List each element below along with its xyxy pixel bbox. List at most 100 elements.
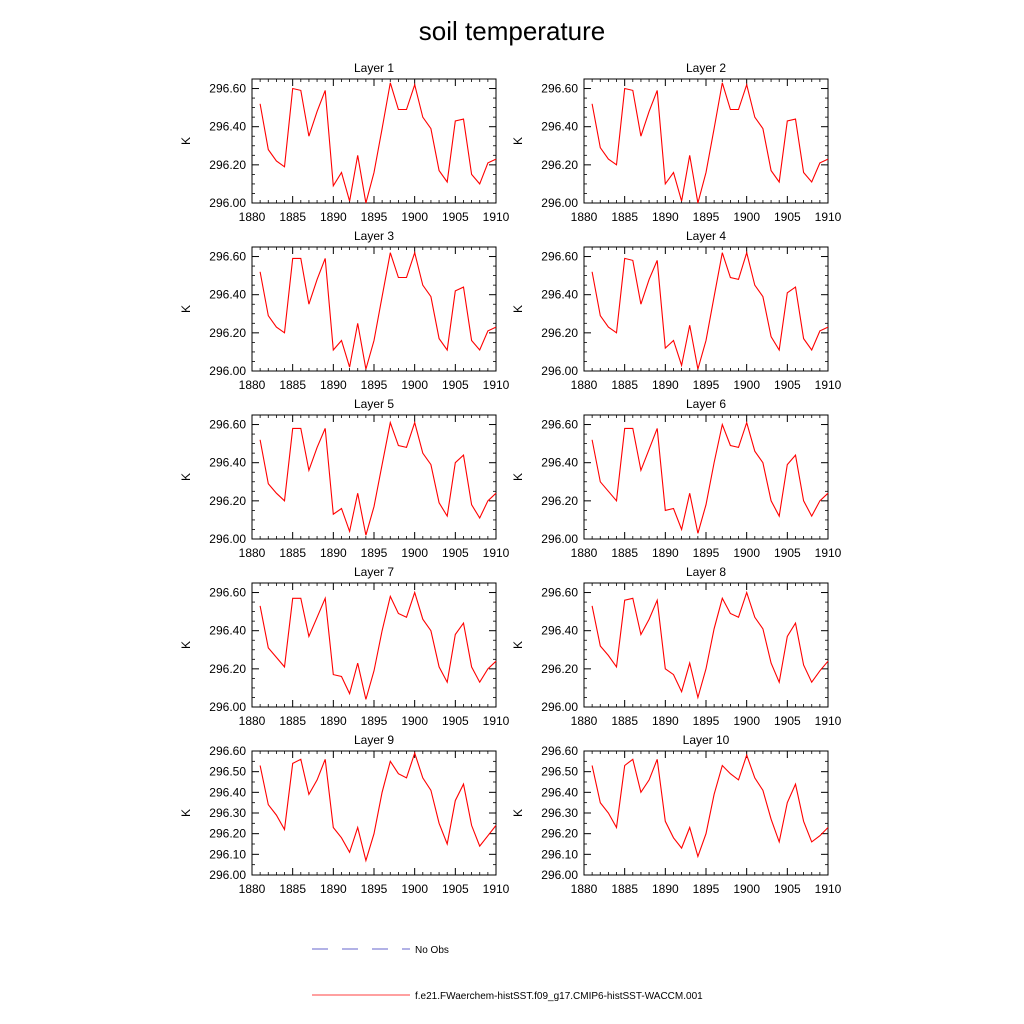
- y-tick-label: 296.00: [209, 868, 246, 882]
- y-tick-label: 296.40: [209, 120, 246, 134]
- y-tick-label: 296.60: [541, 418, 578, 432]
- x-tick-label: 1905: [774, 882, 801, 896]
- series-line: [259, 420, 497, 536]
- x-tick-label: 1900: [401, 546, 428, 560]
- x-tick-label: 1890: [320, 714, 347, 728]
- plot-frame: [583, 750, 829, 876]
- y-axis-label: K: [179, 473, 193, 481]
- y-tick-label: 296.20: [209, 494, 246, 508]
- y-tick-label: 296.50: [541, 765, 578, 779]
- x-tick-label: 1890: [652, 378, 679, 392]
- x-tick-label: 1885: [279, 714, 306, 728]
- x-tick-label: 1890: [652, 714, 679, 728]
- plot-frame: [251, 78, 497, 204]
- panel-grid: Layer 1 K 1880 1885 1890 1895 1900 1905 1910 296.…: [179, 61, 842, 896]
- x-tick-label: 1895: [361, 882, 388, 896]
- y-tick-label: 296.00: [209, 700, 246, 714]
- x-tick-label: 1885: [611, 882, 638, 896]
- legend: No Obs f.e21.FWaerchem-histSST.f09_g17.CM…: [312, 945, 703, 1002]
- panel-title: Layer 4: [686, 229, 726, 243]
- y-axis-label: K: [511, 473, 525, 481]
- x-tick-label: 1905: [774, 378, 801, 392]
- y-tick-label: 296.30: [209, 806, 246, 820]
- panel-title: Layer 7: [354, 565, 394, 579]
- y-tick-label: 296.50: [209, 765, 246, 779]
- y-tick-label: 296.40: [209, 288, 246, 302]
- plot-frame: [251, 750, 497, 876]
- x-tick-label: 1895: [361, 546, 388, 560]
- panel-layer-10: Layer 10 K 1880 1885 1890 1895 1900 1905 1910 296…: [511, 733, 842, 896]
- y-tick-label: 296.20: [209, 158, 246, 172]
- y-tick-label: 296.60: [209, 82, 246, 96]
- series-line: [591, 82, 829, 204]
- x-tick-label: 1880: [239, 714, 266, 728]
- y-tick-label: 296.00: [541, 700, 578, 714]
- y-axis-label: K: [179, 641, 193, 649]
- y-tick-label: 296.60: [209, 586, 246, 600]
- panel-layer-3: Layer 3 K 1880 1885 1890 1895 1900 1905 1910 296.…: [179, 229, 510, 392]
- x-tick-label: 1885: [279, 546, 306, 560]
- y-tick-label: 296.20: [541, 158, 578, 172]
- x-tick-label: 1900: [733, 546, 760, 560]
- y-tick-label: 296.40: [541, 785, 578, 799]
- x-tick-label: 1890: [652, 882, 679, 896]
- x-tick-label: 1900: [733, 210, 760, 224]
- x-tick-label: 1910: [483, 378, 510, 392]
- x-tick-label: 1880: [571, 714, 598, 728]
- series-line: [259, 590, 497, 700]
- x-tick-label: 1910: [815, 546, 842, 560]
- x-tick-label: 1885: [279, 378, 306, 392]
- legend-label-no-obs: No Obs: [415, 945, 449, 956]
- x-tick-label: 1910: [483, 714, 510, 728]
- y-tick-label: 296.10: [541, 847, 578, 861]
- x-tick-label: 1880: [239, 882, 266, 896]
- x-tick-label: 1895: [361, 210, 388, 224]
- x-tick-label: 1900: [733, 378, 760, 392]
- x-tick-label: 1895: [693, 546, 720, 560]
- panel-layer-2: Layer 2 K 1880 1885 1890 1895 1900 1905 1910 296.…: [511, 61, 842, 224]
- y-tick-label: 296.40: [209, 785, 246, 799]
- y-tick-label: 296.00: [209, 196, 246, 210]
- panel-layer-6: Layer 6 K 1880 1885 1890 1895 1900 1905 1910 296.…: [511, 397, 842, 560]
- plot-frame: [251, 246, 497, 372]
- y-tick-label: 296.20: [541, 827, 578, 841]
- x-tick-label: 1910: [483, 882, 510, 896]
- plot-frame: [583, 582, 829, 708]
- panel-title: Layer 1: [354, 61, 394, 75]
- panel-layer-8: Layer 8 K 1880 1885 1890 1895 1900 1905 1910 296.…: [511, 565, 842, 728]
- x-tick-label: 1885: [611, 714, 638, 728]
- x-tick-label: 1905: [442, 378, 469, 392]
- panel-layer-4: Layer 4 K 1880 1885 1890 1895 1900 1905 1910 296.…: [511, 229, 842, 392]
- x-tick-label: 1890: [320, 882, 347, 896]
- y-tick-label: 296.00: [541, 868, 578, 882]
- x-tick-label: 1895: [693, 210, 720, 224]
- y-tick-label: 296.00: [541, 532, 578, 546]
- y-tick-label: 296.60: [209, 744, 246, 758]
- panel-title: Layer 8: [686, 565, 726, 579]
- y-tick-label: 296.30: [541, 806, 578, 820]
- y-tick-label: 296.60: [209, 250, 246, 264]
- y-axis-label: K: [511, 641, 525, 649]
- series-line: [591, 590, 829, 700]
- x-tick-label: 1890: [320, 210, 347, 224]
- panel-title: Layer 9: [354, 733, 394, 747]
- series-line: [259, 250, 497, 370]
- panel-layer-5: Layer 5 K 1880 1885 1890 1895 1900 1905 1910 296.…: [179, 397, 510, 560]
- panel-layer-1: Layer 1 K 1880 1885 1890 1895 1900 1905 1910 296.…: [179, 61, 510, 224]
- x-tick-label: 1905: [774, 546, 801, 560]
- plot-frame: [583, 78, 829, 204]
- x-tick-label: 1890: [320, 546, 347, 560]
- y-tick-label: 296.40: [209, 624, 246, 638]
- y-tick-label: 296.20: [541, 494, 578, 508]
- y-axis-label: K: [179, 809, 193, 817]
- x-tick-label: 1905: [442, 882, 469, 896]
- panel-title: Layer 10: [683, 733, 730, 747]
- y-tick-label: 296.40: [541, 288, 578, 302]
- y-axis-label: K: [179, 305, 193, 313]
- panel-title: Layer 6: [686, 397, 726, 411]
- y-tick-label: 296.60: [541, 250, 578, 264]
- y-tick-label: 296.00: [209, 532, 246, 546]
- plot-frame: [251, 414, 497, 540]
- x-tick-label: 1895: [361, 714, 388, 728]
- x-tick-label: 1880: [239, 546, 266, 560]
